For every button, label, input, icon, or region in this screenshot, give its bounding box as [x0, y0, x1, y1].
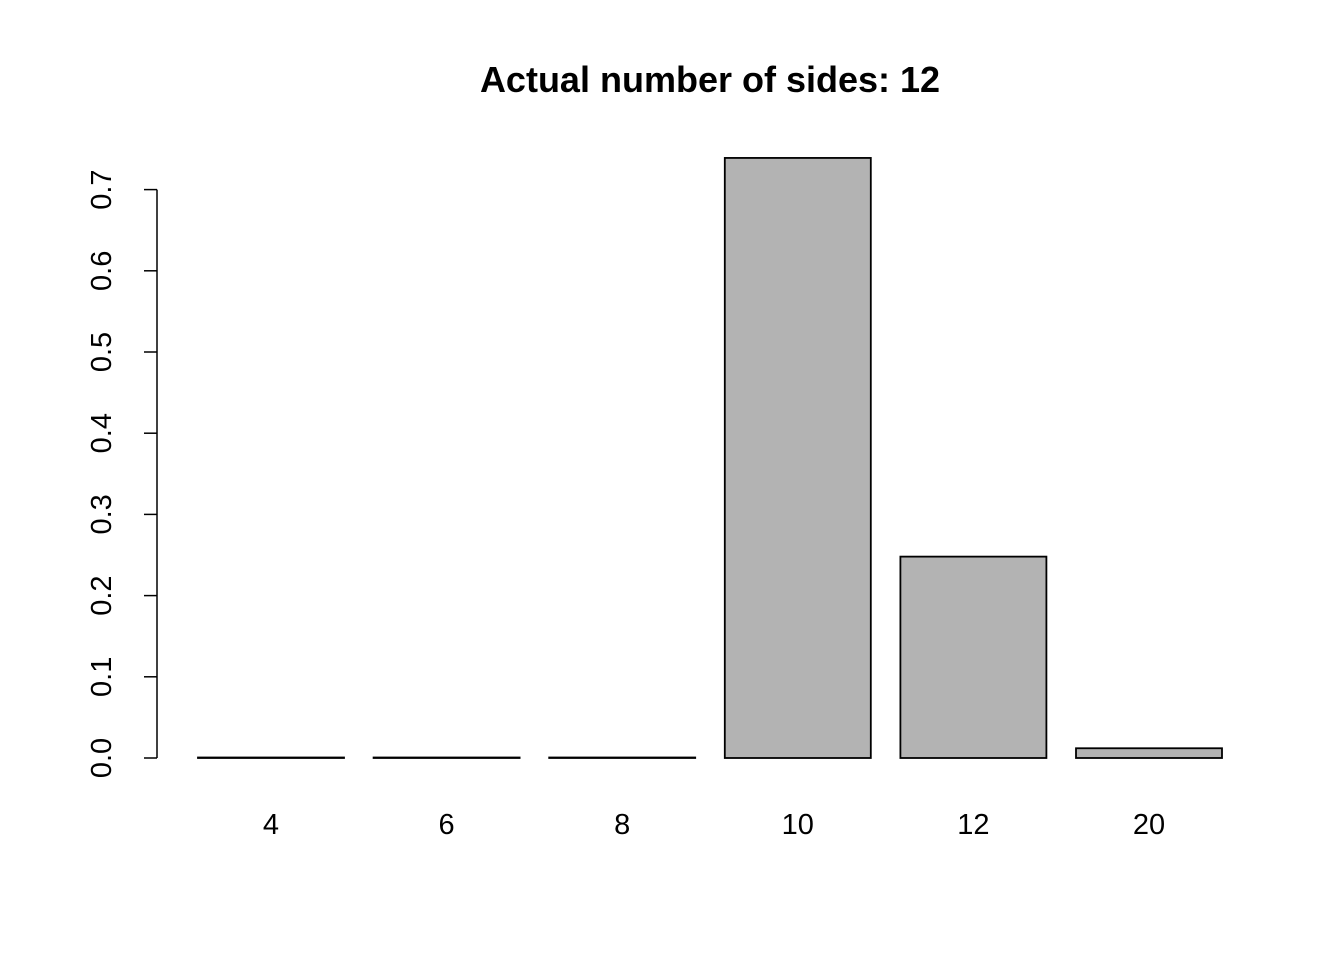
y-tick-label: 0.1 [86, 657, 118, 697]
y-tick-label: 0.2 [86, 575, 118, 615]
x-tick-label: 6 [439, 809, 455, 841]
bar-6 [372, 756, 521, 759]
bar-10 [723, 157, 872, 759]
chart-title: Actual number of sides: 12 [480, 59, 940, 100]
x-axis-labels: 4 6 8 10 12 20 [263, 809, 1165, 841]
x-tick-label: 4 [263, 809, 279, 841]
bar-20 [1075, 747, 1223, 759]
y-tick-label: 0.6 [86, 251, 118, 291]
y-tick-label: 0.0 [86, 738, 118, 778]
y-axis: 0.0 0.1 0.2 0.3 0.4 0.5 0.6 0.7 [86, 169, 158, 778]
bar-8 [548, 756, 697, 759]
y-tick-label: 0.5 [86, 332, 118, 372]
y-tick-label: 0.3 [86, 494, 118, 534]
x-tick-label: 10 [782, 809, 814, 841]
bar-12 [899, 555, 1048, 759]
x-tick-label: 20 [1133, 809, 1165, 841]
y-tick-label: 0.7 [86, 169, 118, 209]
x-tick-label: 8 [614, 809, 630, 841]
bars [197, 157, 1223, 759]
bar-4 [197, 756, 345, 759]
x-tick-label: 12 [957, 809, 989, 841]
y-tick-label: 0.4 [86, 413, 118, 453]
